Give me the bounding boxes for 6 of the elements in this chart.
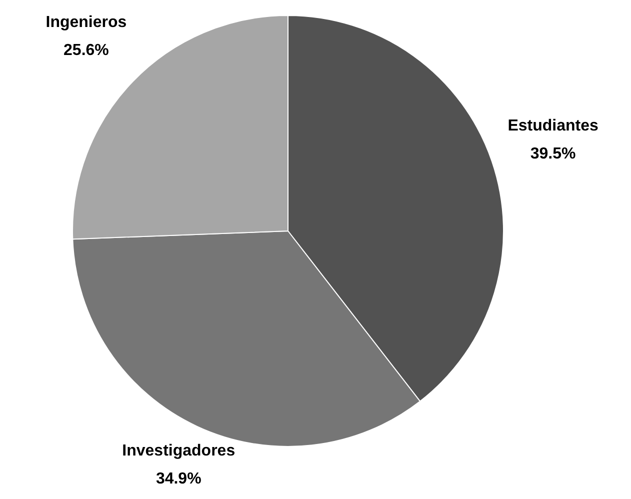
data-label: 39.5% <box>530 146 576 163</box>
slice-label: Estudiantes <box>508 118 598 135</box>
data-label: 34.9% <box>156 470 202 488</box>
slice-label: Investigadores <box>122 442 236 460</box>
data-label: 25.6% <box>64 42 109 60</box>
slice-label: Ingenieros <box>46 14 127 32</box>
